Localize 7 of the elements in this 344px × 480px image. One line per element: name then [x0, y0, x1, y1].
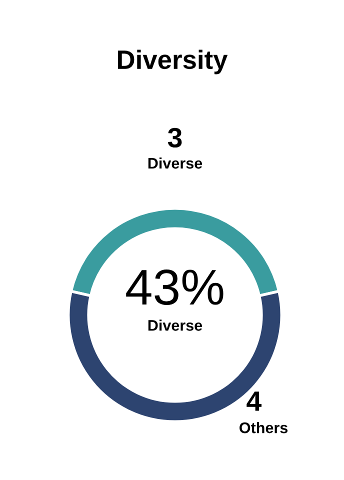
slice-label: Diverse	[148, 157, 202, 169]
chart-title: Diversity	[118, 50, 228, 74]
data-label: 3	[168, 128, 182, 148]
data-label: 4	[246, 392, 262, 411]
text: 43%	[126, 270, 224, 305]
slice-label: Others	[240, 422, 288, 434]
text: Diverse	[148, 320, 202, 331]
